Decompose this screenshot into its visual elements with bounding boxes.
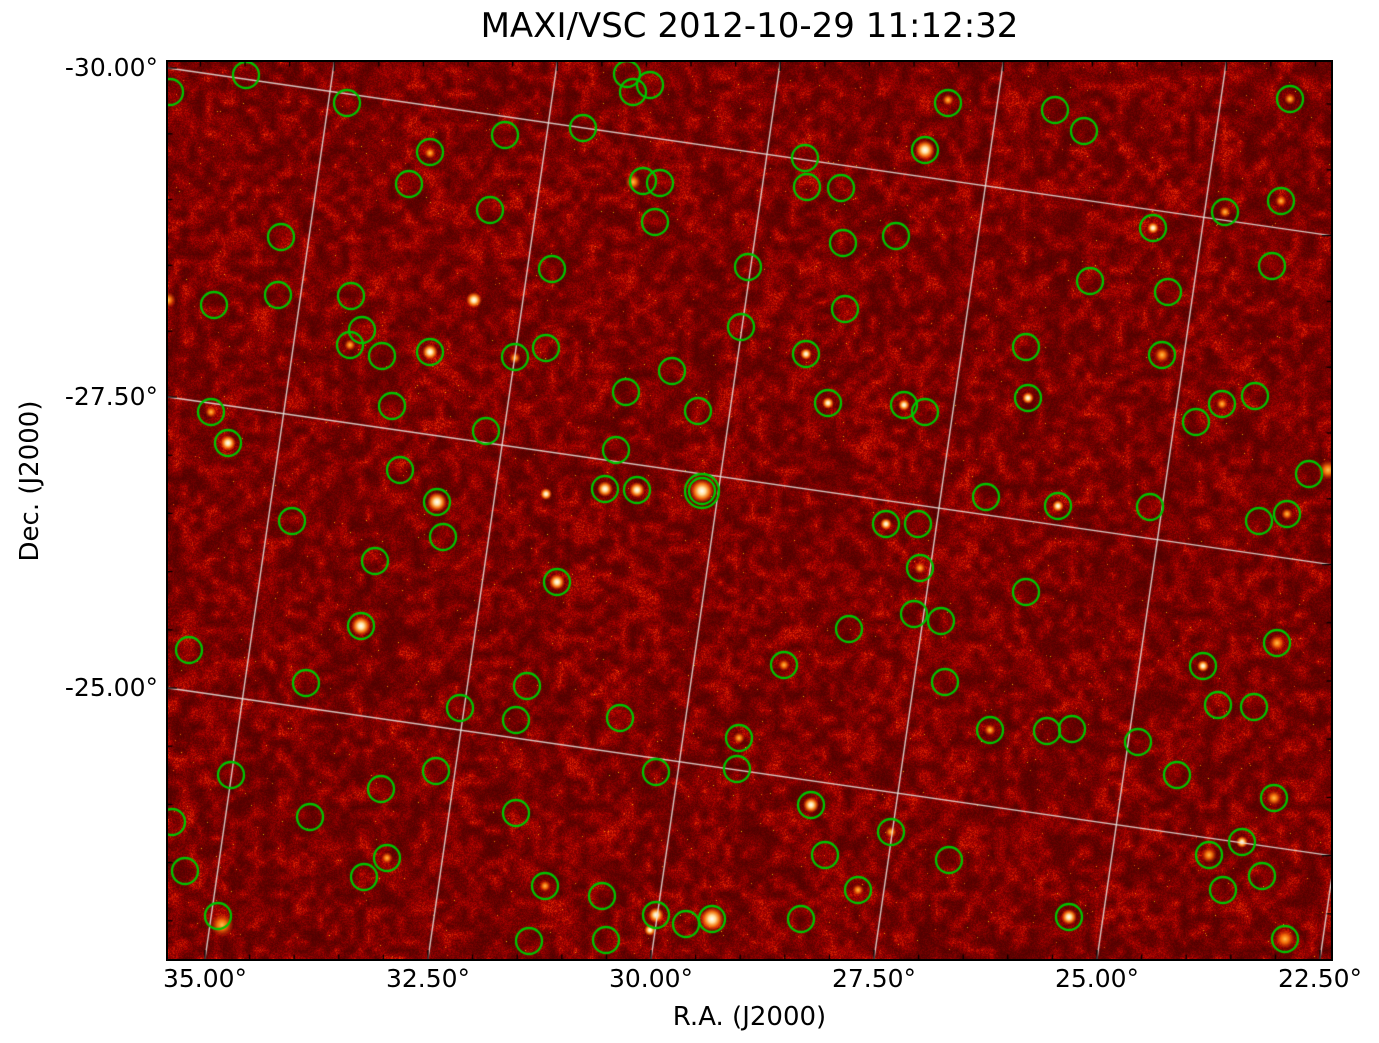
y-tick-label: -25.00°	[64, 673, 158, 702]
y-axis-label: Dec. (J2000)	[15, 400, 45, 562]
plot-area	[166, 60, 1333, 961]
y-tick-label: -30.00°	[64, 53, 158, 82]
x-tick-label: 30.00°	[608, 964, 694, 993]
x-tick-label: 25.00°	[1054, 964, 1140, 993]
x-tick-label: 27.50°	[831, 964, 917, 993]
x-tick-label: 32.50°	[385, 964, 471, 993]
chart-title: MAXI/VSC 2012-10-29 11:12:32	[480, 6, 1019, 46]
x-tick-label: 35.00°	[162, 964, 248, 993]
x-tick-label: 22.50°	[1277, 964, 1363, 993]
y-tick-label: -27.50°	[64, 382, 158, 411]
x-axis-label: R.A. (J2000)	[672, 1002, 827, 1032]
sky-image-canvas	[168, 62, 1331, 959]
